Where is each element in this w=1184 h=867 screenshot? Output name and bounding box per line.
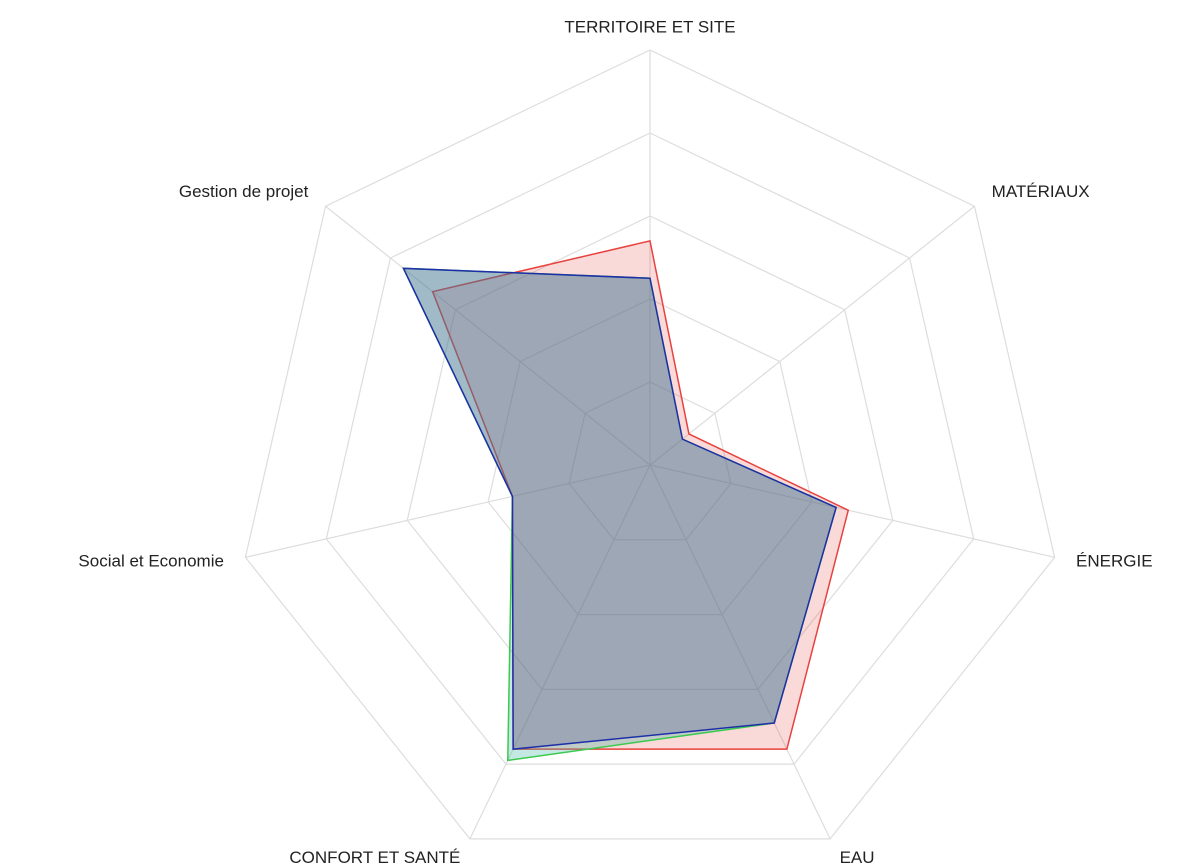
series-area <box>431 239 850 750</box>
axis-label: TERRITOIRE ET SITE <box>564 17 735 36</box>
axis-label: Gestion de projet <box>179 182 309 201</box>
axis-label: MATÉRIAUX <box>992 182 1090 201</box>
axis-line <box>649 464 1055 558</box>
axis-line <box>325 205 651 466</box>
axis-label: CONFORT ET SANTÉ <box>289 848 460 867</box>
axis-label: ÉNERGIE <box>1076 552 1153 571</box>
axis-line <box>649 464 831 840</box>
grid-ring <box>325 132 975 765</box>
grid-ring <box>406 215 894 690</box>
axis-line <box>649 205 975 466</box>
axis-label: Social et Economie <box>78 552 224 571</box>
axis-line <box>245 464 651 558</box>
series-area <box>402 267 838 750</box>
grid-ring <box>487 298 813 616</box>
axis-line <box>469 464 651 840</box>
axis-label: EAU <box>840 848 875 867</box>
grid-ring <box>244 49 1056 840</box>
grid-ring <box>568 381 732 541</box>
